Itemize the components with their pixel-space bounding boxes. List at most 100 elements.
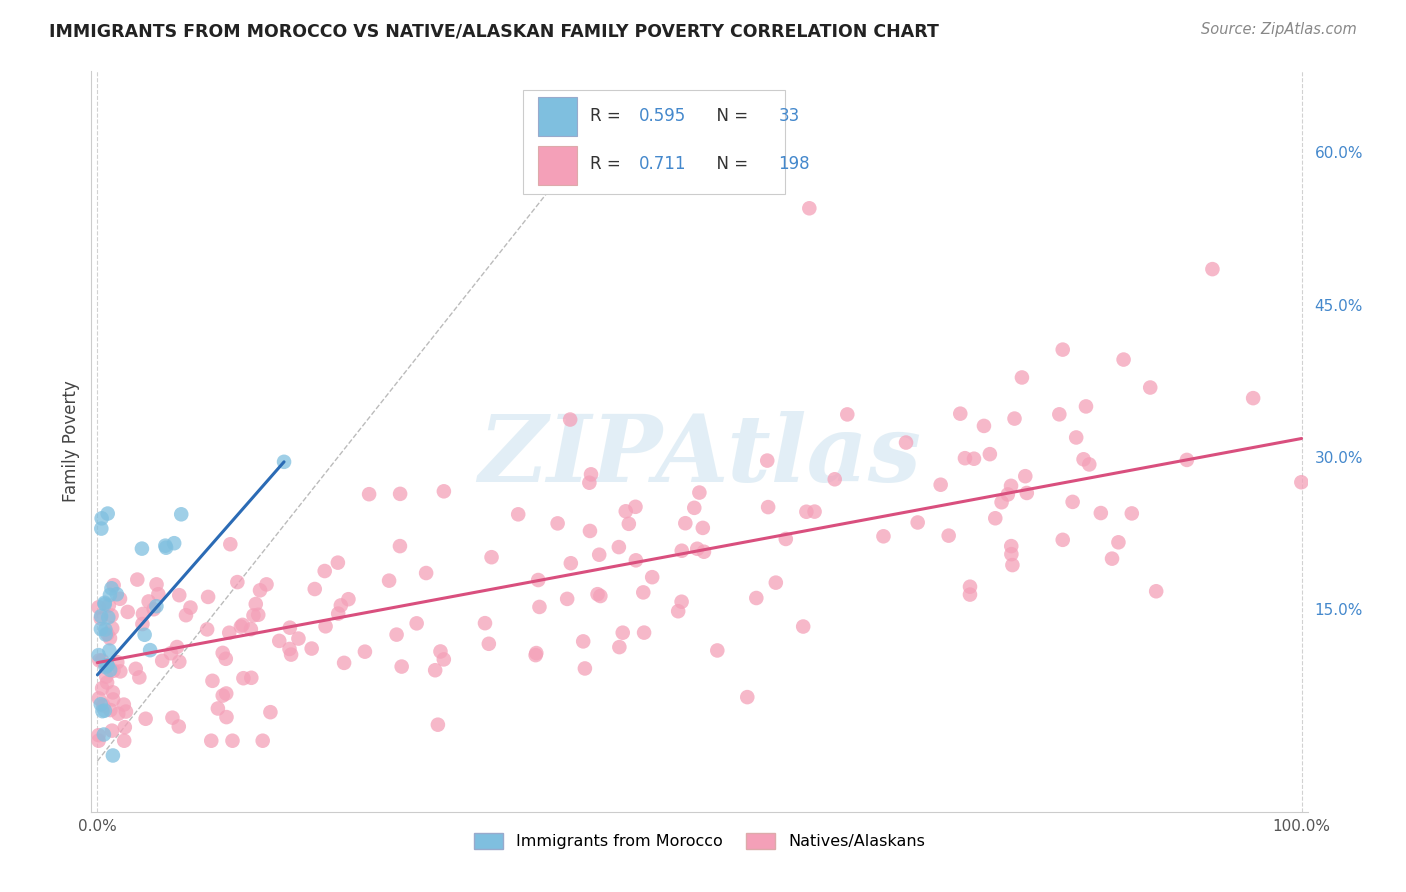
Point	[326, 556, 349, 570]
Point	[524, 646, 547, 660]
Point	[686, 541, 709, 556]
Text: 33: 33	[779, 107, 800, 125]
Point	[1004, 411, 1026, 425]
Point	[673, 516, 696, 531]
Point	[1112, 352, 1135, 367]
Point	[560, 412, 582, 426]
Point	[735, 690, 758, 705]
Point	[94, 627, 117, 641]
Point	[91, 653, 114, 667]
Point	[131, 617, 153, 632]
Point	[578, 475, 600, 490]
Point	[278, 642, 301, 657]
Point	[100, 581, 122, 595]
Point	[94, 597, 117, 611]
Text: 198: 198	[779, 155, 810, 173]
Point	[211, 646, 233, 660]
Point	[574, 661, 596, 675]
Point	[134, 628, 156, 642]
Point	[1052, 343, 1074, 357]
Point	[94, 623, 117, 637]
Point	[90, 611, 112, 625]
Point	[354, 645, 377, 659]
Point	[1011, 370, 1033, 384]
Point	[278, 621, 301, 635]
Point	[128, 670, 150, 684]
Point	[929, 477, 952, 491]
Point	[169, 655, 191, 669]
Point	[195, 623, 218, 637]
Point	[93, 596, 115, 610]
Point	[560, 556, 582, 570]
Point	[112, 733, 135, 747]
Point	[135, 712, 157, 726]
Point	[433, 484, 456, 499]
Point	[415, 566, 437, 580]
Point	[799, 201, 821, 215]
Point	[160, 646, 183, 660]
Point	[96, 675, 118, 690]
Point	[232, 671, 254, 685]
Point	[245, 597, 267, 611]
Point	[429, 644, 451, 658]
Text: ZIPAtlas: ZIPAtlas	[478, 411, 921, 501]
Point	[624, 500, 647, 514]
Point	[96, 657, 118, 672]
Point	[984, 511, 1007, 525]
Point	[98, 631, 121, 645]
Point	[101, 621, 124, 635]
Point	[588, 548, 610, 562]
Point	[273, 455, 295, 469]
Point	[607, 540, 630, 554]
Point	[963, 451, 986, 466]
Point	[692, 521, 714, 535]
Point	[894, 435, 917, 450]
Point	[756, 453, 779, 467]
Point	[101, 748, 124, 763]
Point	[329, 599, 352, 613]
Point	[117, 605, 139, 619]
Point	[142, 602, 165, 616]
Point	[231, 618, 253, 632]
Point	[249, 583, 271, 598]
Point	[170, 508, 193, 522]
Text: N =: N =	[706, 107, 754, 125]
FancyBboxPatch shape	[523, 90, 785, 194]
Point	[100, 703, 122, 717]
Point	[87, 733, 110, 747]
Point	[94, 704, 117, 718]
Point	[200, 733, 222, 747]
Point	[624, 553, 647, 567]
Point	[101, 692, 124, 706]
Point	[1144, 584, 1167, 599]
Point	[641, 570, 664, 584]
Legend: Immigrants from Morocco, Natives/Alaskans: Immigrants from Morocco, Natives/Alaskan…	[468, 826, 931, 855]
Point	[139, 643, 162, 657]
Point	[87, 691, 110, 706]
Point	[938, 528, 960, 542]
Point	[586, 587, 609, 601]
Point	[87, 648, 110, 662]
Point	[101, 723, 124, 738]
Point	[1014, 469, 1036, 483]
Point	[1052, 533, 1074, 547]
Point	[240, 671, 263, 685]
Point	[166, 640, 188, 654]
Point	[666, 604, 689, 618]
Point	[314, 564, 336, 578]
Point	[1291, 475, 1313, 490]
Point	[589, 589, 612, 603]
Point	[426, 717, 449, 731]
Point	[97, 507, 120, 521]
Point	[949, 407, 972, 421]
Point	[215, 710, 238, 724]
Point	[94, 660, 117, 674]
Point	[247, 607, 270, 622]
Point	[389, 487, 412, 501]
Point	[1175, 453, 1198, 467]
Point	[100, 608, 122, 623]
Point	[93, 727, 115, 741]
Point	[114, 720, 136, 734]
Point	[215, 652, 238, 666]
Point	[229, 619, 252, 633]
